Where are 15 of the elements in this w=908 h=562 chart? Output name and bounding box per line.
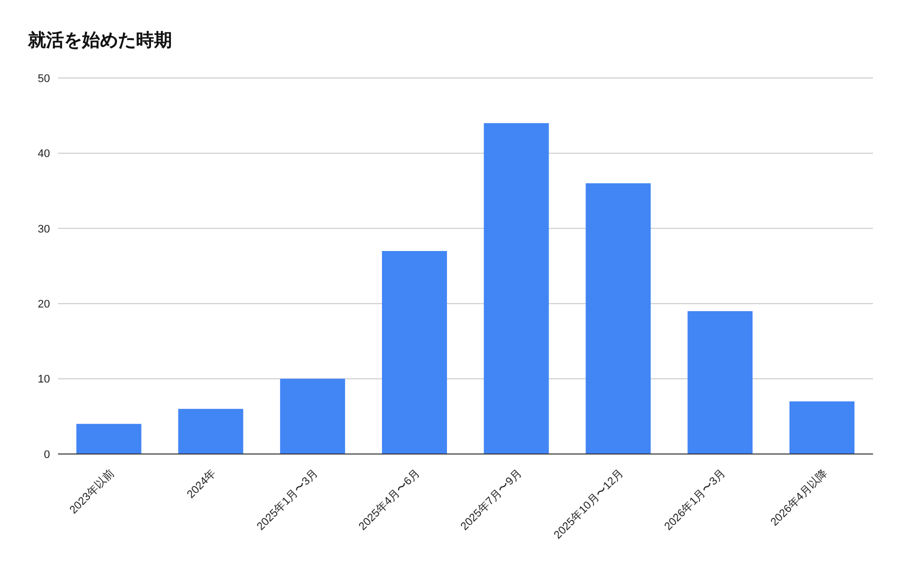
- y-tick-label: 10: [38, 374, 50, 386]
- bar: [586, 183, 651, 454]
- y-tick-label: 40: [38, 148, 50, 160]
- y-tick-label: 30: [38, 223, 50, 236]
- y-tick-label: 50: [38, 72, 50, 85]
- bar: [382, 250, 447, 454]
- chart-title: 就活を始めた時期: [28, 29, 172, 52]
- y-tick-label: 0: [44, 448, 50, 461]
- y-tick-label: 20: [38, 298, 50, 311]
- bar: [688, 311, 753, 454]
- bar: [484, 123, 549, 454]
- bar: [178, 408, 244, 454]
- bar: [280, 378, 346, 454]
- bar: [76, 424, 142, 454]
- bar: [789, 401, 854, 454]
